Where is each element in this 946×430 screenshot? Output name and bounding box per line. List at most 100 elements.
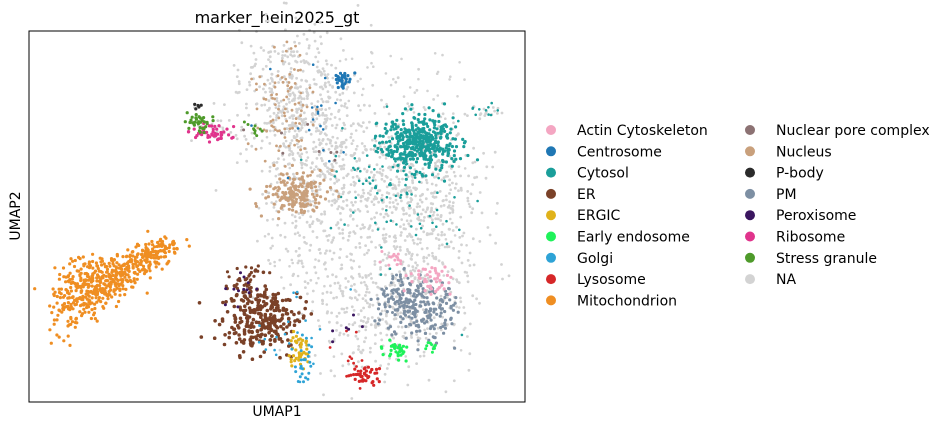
scatter-point xyxy=(425,246,429,250)
scatter-point xyxy=(303,280,307,283)
scatter-point xyxy=(418,180,421,184)
scatter-point xyxy=(455,225,458,229)
scatter-point xyxy=(398,305,402,309)
scatter-point xyxy=(380,287,384,291)
scatter-point xyxy=(274,118,278,122)
scatter-point xyxy=(302,97,306,101)
scatter-point xyxy=(334,66,338,70)
scatter-point xyxy=(378,171,382,174)
scatter-point xyxy=(341,126,344,130)
scatter-point xyxy=(426,124,430,129)
scatter-point xyxy=(394,80,398,84)
scatter-point xyxy=(349,124,353,128)
scatter-point xyxy=(280,339,284,344)
scatter-point xyxy=(147,265,151,269)
scatter-point xyxy=(448,200,452,204)
scatter-point xyxy=(320,97,324,101)
scatter-point xyxy=(264,64,268,68)
scatter-point xyxy=(300,78,303,82)
scatter-point xyxy=(369,323,373,327)
scatter-point xyxy=(235,282,239,286)
scatter-point xyxy=(407,152,410,156)
scatter-point xyxy=(408,166,412,170)
scatter-point xyxy=(435,312,439,316)
scatter-point xyxy=(207,124,211,128)
scatter-point xyxy=(297,351,301,355)
scatter-point xyxy=(460,261,464,265)
scatter-point xyxy=(315,157,319,160)
scatter-point xyxy=(303,162,307,166)
scatter-point xyxy=(421,224,424,228)
scatter-point xyxy=(265,135,269,139)
scatter-point xyxy=(80,314,84,318)
scatter-point xyxy=(432,228,436,231)
scatter-point xyxy=(101,276,105,280)
scatter-point xyxy=(337,311,341,315)
scatter-point xyxy=(459,186,463,190)
scatter-point xyxy=(405,195,409,199)
scatter-point xyxy=(396,313,400,317)
scatter-point xyxy=(410,127,414,132)
scatter-point xyxy=(94,284,98,288)
scatter-point xyxy=(317,185,321,188)
scatter-point xyxy=(400,231,403,234)
scatter-point xyxy=(469,192,473,196)
scatter-point xyxy=(443,233,446,237)
scatter-point xyxy=(456,310,460,314)
scatter-point xyxy=(202,130,206,135)
scatter-point xyxy=(284,298,288,302)
scatter-point xyxy=(303,147,307,150)
scatter-point xyxy=(391,201,395,204)
scatter-point xyxy=(360,93,364,97)
scatter-point xyxy=(240,41,244,45)
scatter-point xyxy=(294,219,298,223)
scatter-point xyxy=(105,267,110,271)
scatter-point xyxy=(358,209,362,213)
scatter-point xyxy=(312,200,315,203)
scatter-point xyxy=(256,239,259,243)
scatter-point xyxy=(423,145,427,149)
scatter-point xyxy=(339,247,342,251)
scatter-point xyxy=(441,300,445,304)
scatter-point xyxy=(263,316,268,320)
scatter-point xyxy=(247,113,251,117)
scatter-point xyxy=(406,309,410,313)
scatter-point xyxy=(431,213,435,217)
scatter-point xyxy=(325,303,329,306)
scatter-point xyxy=(339,218,343,222)
scatter-point xyxy=(487,106,490,109)
scatter-point xyxy=(410,336,413,339)
scatter-point xyxy=(216,138,220,142)
scatter-point xyxy=(235,75,239,78)
scatter-point xyxy=(384,273,387,277)
scatter-point xyxy=(359,108,362,112)
scatter-point xyxy=(302,181,306,185)
scatter-point xyxy=(356,369,360,373)
scatter-point xyxy=(239,319,244,324)
scatter-point xyxy=(371,380,375,384)
scatter-point xyxy=(407,264,411,268)
scatter-point xyxy=(428,275,432,279)
scatter-point xyxy=(372,173,376,177)
scatter-point xyxy=(357,348,360,351)
scatter-point xyxy=(417,67,420,71)
scatter-point xyxy=(320,107,324,111)
scatter-point xyxy=(321,100,325,104)
scatter-point xyxy=(323,76,327,80)
scatter-point xyxy=(432,316,436,320)
scatter-point xyxy=(300,262,304,265)
scatter-point xyxy=(353,377,357,381)
scatter-point xyxy=(415,329,419,333)
scatter-point xyxy=(255,329,260,334)
scatter-point xyxy=(159,243,164,248)
scatter-point xyxy=(371,281,375,284)
scatter-point xyxy=(410,225,413,228)
scatter-point xyxy=(406,202,409,205)
scatter-point xyxy=(444,117,447,120)
scatter-point xyxy=(355,224,359,228)
scatter-point xyxy=(338,333,341,337)
scatter-point xyxy=(310,345,314,349)
scatter-point xyxy=(297,185,301,189)
scatter-point xyxy=(332,296,336,300)
scatter-point xyxy=(291,126,294,130)
